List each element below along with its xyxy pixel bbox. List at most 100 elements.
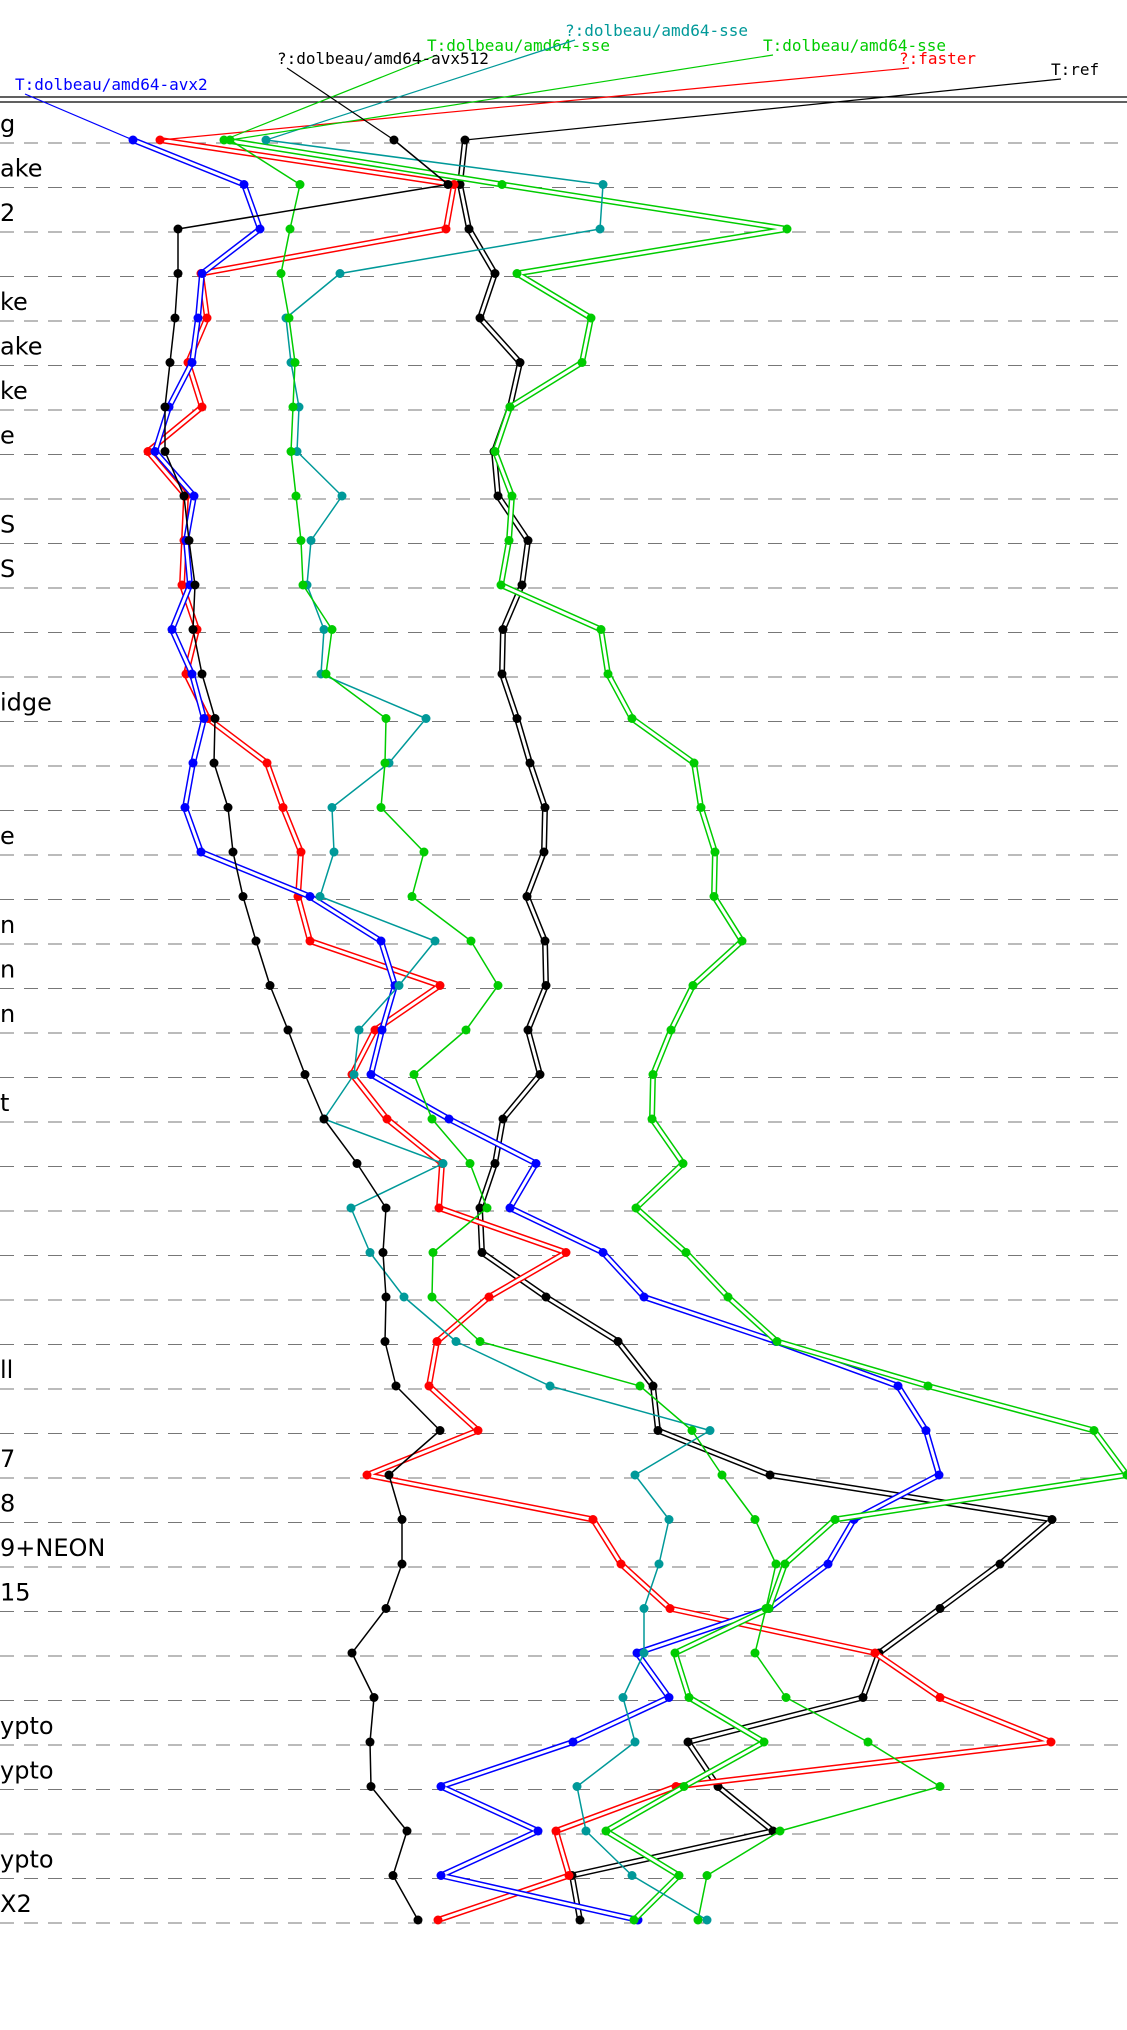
data-point: [616, 1559, 626, 1569]
legend-label: T:ref: [1051, 60, 1099, 79]
data-point: [291, 491, 301, 501]
data-point: [603, 669, 613, 679]
data-point: [670, 1648, 680, 1658]
row-label: ake: [0, 333, 43, 361]
data-point: [329, 847, 339, 857]
data-point: [193, 313, 203, 323]
data-point: [1089, 1426, 1099, 1435]
data-point: [477, 1248, 487, 1257]
data-point: [750, 1648, 760, 1658]
data-point: [444, 1114, 454, 1124]
data-point: [380, 758, 390, 768]
data-point: [366, 1782, 376, 1791]
data-point: [173, 224, 183, 234]
data-point: [210, 714, 220, 723]
legend-leader-line: [286, 67, 395, 141]
data-point: [473, 1426, 483, 1435]
data-point: [517, 580, 527, 590]
data-point: [239, 180, 249, 189]
data-point: [654, 1559, 664, 1569]
data-point: [409, 1070, 419, 1079]
data-point: [505, 402, 515, 412]
row-label: 7: [0, 1445, 15, 1473]
data-point: [581, 1826, 591, 1836]
data-point: [433, 1915, 443, 1925]
data-point: [399, 1292, 409, 1302]
data-point: [1122, 1470, 1127, 1480]
data-point: [535, 1070, 545, 1079]
row-label: ke: [0, 288, 28, 316]
data-point: [596, 625, 606, 634]
data-point: [296, 536, 306, 545]
data-point: [498, 1114, 508, 1124]
data-point: [629, 1915, 639, 1925]
row-label: idge: [0, 689, 52, 717]
data-point: [465, 1159, 475, 1168]
data-point: [639, 1292, 649, 1302]
data-point: [188, 758, 198, 768]
row-label: ypto: [0, 1757, 54, 1785]
data-point: [588, 1515, 598, 1524]
data-point: [223, 803, 233, 812]
data-point: [539, 847, 549, 857]
data-point: [515, 358, 525, 367]
data-point: [337, 491, 347, 501]
data-point: [397, 1559, 407, 1569]
data-point: [823, 1559, 833, 1569]
data-point: [283, 1025, 293, 1035]
data-point: [305, 892, 315, 901]
data-point: [598, 180, 608, 189]
row-label: e: [0, 822, 15, 850]
data-point: [441, 224, 451, 234]
data-point: [352, 1159, 362, 1168]
series-line-outer: [131, 137, 942, 1923]
data-point: [290, 358, 300, 367]
data-point: [165, 358, 175, 367]
row-label: 15: [0, 1579, 31, 1607]
data-point: [688, 981, 698, 990]
data-point: [402, 1826, 412, 1836]
data-point: [923, 1381, 933, 1391]
data-point: [430, 936, 440, 946]
row-label: S: [0, 511, 15, 539]
data-point: [397, 1515, 407, 1524]
data-point: [265, 981, 275, 990]
data-point: [639, 1648, 649, 1658]
data-point: [190, 580, 200, 590]
row-label: 8: [0, 1490, 15, 1518]
data-point: [306, 536, 316, 545]
series-line: [229, 139, 941, 1921]
data-point: [354, 1025, 364, 1035]
data-point: [540, 936, 550, 946]
data-point: [564, 1871, 574, 1880]
data-point: [381, 1203, 391, 1213]
data-point: [679, 1782, 689, 1791]
data-point: [505, 1203, 515, 1213]
row-label: ypto: [0, 1712, 54, 1740]
data-point: [381, 714, 391, 723]
data-point: [639, 1604, 649, 1613]
data-point: [498, 625, 508, 634]
data-point: [683, 1737, 693, 1747]
series-line: [164, 139, 449, 1921]
data-point: [443, 180, 453, 189]
data-point: [238, 892, 248, 901]
data-point: [378, 1248, 388, 1257]
data-point: [428, 1248, 438, 1257]
data-point: [601, 1826, 611, 1836]
data-point: [424, 1381, 434, 1391]
row-label: X2: [0, 1890, 32, 1918]
series-line-gap: [146, 138, 1053, 1922]
data-point: [490, 1159, 500, 1168]
data-point: [490, 269, 500, 278]
data-point: [737, 936, 747, 946]
data-point: [497, 669, 507, 679]
data-point: [327, 625, 337, 634]
data-point: [709, 892, 719, 901]
data-point: [693, 1915, 703, 1925]
data-point: [765, 1470, 775, 1480]
row-label: n: [0, 1000, 15, 1028]
data-point: [228, 847, 238, 857]
data-point: [286, 447, 296, 456]
row-label: S: [0, 555, 15, 583]
